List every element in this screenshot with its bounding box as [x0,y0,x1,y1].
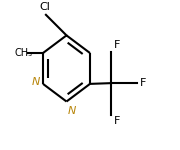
Text: CH₃: CH₃ [15,48,33,58]
Text: F: F [114,116,120,126]
Text: F: F [114,40,120,50]
Text: N: N [68,106,76,116]
Text: N: N [32,77,40,87]
Text: Cl: Cl [39,2,50,12]
Text: F: F [140,78,146,88]
